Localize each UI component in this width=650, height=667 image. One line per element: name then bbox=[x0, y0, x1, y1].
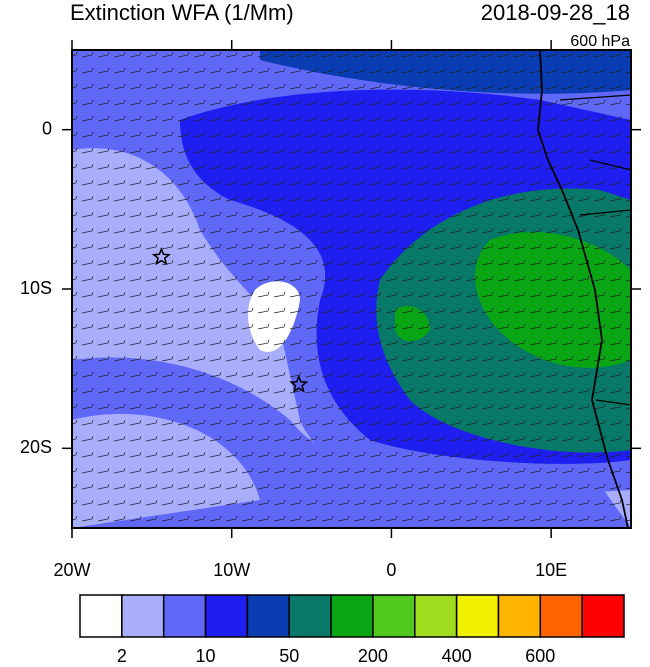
y-tick-label: 10S bbox=[20, 278, 52, 298]
wind-barbs bbox=[72, 50, 631, 528]
colorbar: 2 10 50 200 400 600 bbox=[79, 594, 625, 666]
x-tick-label: 10W bbox=[213, 560, 250, 580]
colorbar-label: 600 bbox=[525, 646, 555, 666]
colorbar-box bbox=[121, 594, 165, 638]
colorbar-label: 50 bbox=[279, 646, 299, 666]
x-tick-label: 20W bbox=[53, 560, 90, 580]
colorbar-label: 10 bbox=[196, 646, 216, 666]
colorbar-label: 400 bbox=[442, 646, 472, 666]
colorbar-box bbox=[246, 594, 290, 638]
colorbar-label: 200 bbox=[358, 646, 388, 666]
x-tick-label: 10E bbox=[535, 560, 567, 580]
borders bbox=[559, 94, 631, 406]
colorbar-label: 2 bbox=[117, 646, 127, 666]
colorbar-box bbox=[497, 594, 542, 638]
colorbar-box bbox=[455, 594, 500, 638]
y-tick-label: 0 bbox=[42, 118, 52, 138]
site-marker bbox=[151, 247, 171, 266]
colorbar-box bbox=[79, 594, 123, 638]
colorbar-box bbox=[162, 594, 207, 638]
title: Extinction WFA (1/Mm) bbox=[70, 0, 294, 25]
site-marker bbox=[289, 374, 309, 393]
colorbar-box bbox=[372, 594, 416, 638]
x-tick-label: 0 bbox=[386, 560, 396, 580]
level: 600 hPa bbox=[570, 33, 630, 50]
colorbar-box bbox=[288, 594, 332, 638]
field bbox=[72, 50, 631, 528]
coastline bbox=[537, 50, 629, 528]
colorbar-box bbox=[330, 594, 374, 638]
axes: 20W 10W 0 10E 0 10S 20S bbox=[20, 40, 641, 580]
y-tick-label: 20S bbox=[20, 437, 52, 457]
colorbar-box bbox=[581, 594, 625, 638]
colorbar-box bbox=[414, 594, 458, 638]
colorbar-box bbox=[204, 594, 249, 638]
date: 2018-09-28_18 bbox=[481, 0, 630, 25]
colorbar-box bbox=[539, 594, 583, 638]
